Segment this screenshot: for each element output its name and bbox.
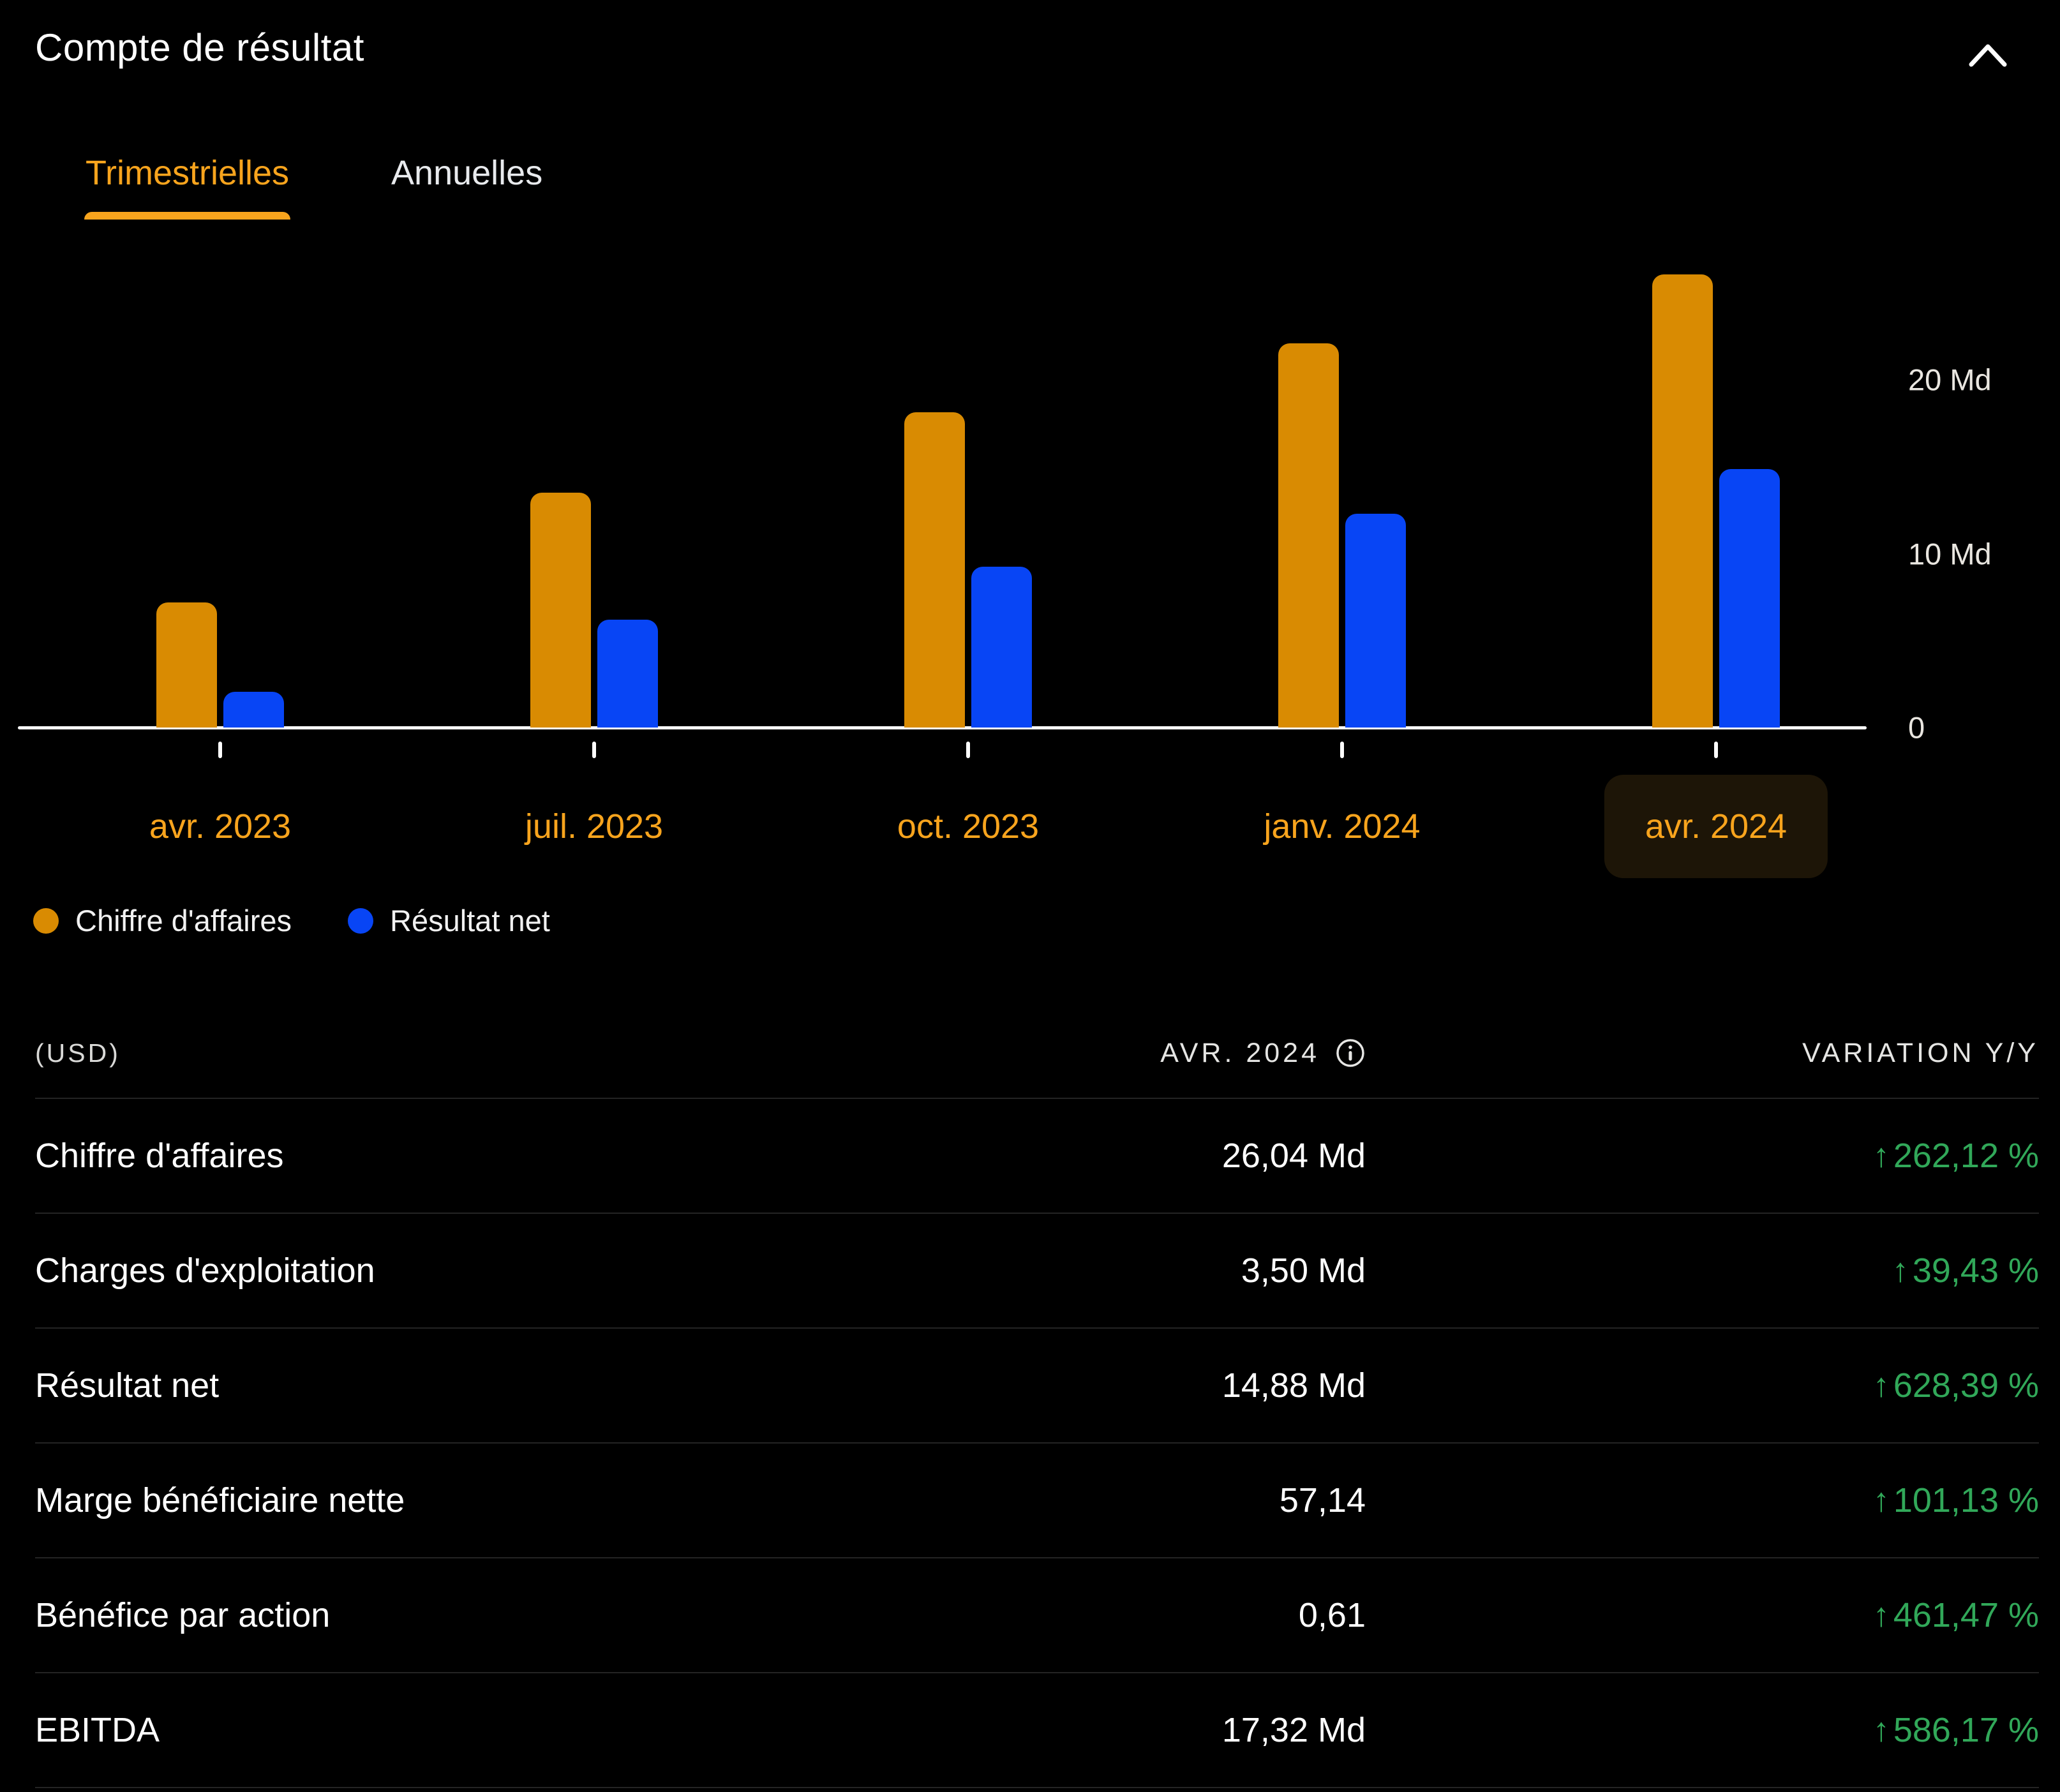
- legend-label-revenue: Chiffre d'affaires: [75, 904, 292, 937]
- row-variation: ↑ 262,12 %: [1366, 1136, 2039, 1176]
- row-value: 57,14: [1279, 1481, 1366, 1519]
- up-arrow-icon: ↑: [1892, 1252, 1909, 1289]
- x-axis-tick: [1714, 742, 1718, 758]
- period-header-label: AVR. 2024: [1160, 1037, 1320, 1068]
- y-axis-label: 10 Md: [1908, 537, 1992, 571]
- variation-value: 586,17 %: [1893, 1711, 2039, 1749]
- row-label: Marge bénéficiaire nette: [35, 1481, 405, 1519]
- x-axis-label-janv-2024[interactable]: janv. 2024: [1264, 807, 1421, 846]
- x-axis-tick: [966, 742, 970, 758]
- quarterly-bar-chart: avr. 2023 juil. 2023 oct. 2023 janv. 2024 av…: [0, 249, 2060, 996]
- variation-value: 628,39 %: [1893, 1366, 2039, 1405]
- revenue-bar-avr-2023[interactable]: [156, 602, 217, 728]
- row-value: 14,88 Md: [1221, 1366, 1366, 1405]
- info-icon[interactable]: [1335, 1038, 1366, 1068]
- up-arrow-icon: ↑: [1872, 1137, 1890, 1174]
- table-row: Bénéfice par action 0,61 ↑ 461,47 %: [35, 1558, 2039, 1673]
- active-tab-indicator: [84, 212, 291, 220]
- legend-item-revenue: Chiffre d'affaires: [33, 903, 292, 938]
- up-arrow-icon: ↑: [1872, 1367, 1890, 1404]
- chart-legend: Chiffre d'affaires Résultat net: [33, 903, 550, 938]
- net-income-bar-janv-2024[interactable]: [1345, 514, 1406, 728]
- legend-label-net-income: Résultat net: [390, 904, 550, 937]
- row-label: EBITDA: [35, 1711, 160, 1749]
- row-value: 3,50 Md: [1241, 1251, 1366, 1290]
- x-axis-line: [18, 726, 1867, 729]
- net-income-legend-dot: [348, 907, 374, 934]
- tab-annuelles[interactable]: Annuelles: [387, 153, 546, 220]
- table-row: Marge bénéficiaire nette 57,14 ↑ 101,13 …: [35, 1444, 2039, 1558]
- x-axis-tick: [1340, 742, 1344, 758]
- table-row: Résultat net 14,88 Md ↑ 628,39 %: [35, 1329, 2039, 1444]
- up-arrow-icon: ↑: [1872, 1712, 1890, 1749]
- table-row: EBITDA 17,32 Md ↑ 586,17 %: [35, 1673, 2039, 1788]
- row-label: Bénéfice par action: [35, 1596, 331, 1634]
- row-variation: ↑ 628,39 %: [1366, 1366, 2039, 1405]
- tab-trimestrielles[interactable]: Trimestrielles: [82, 153, 293, 220]
- row-variation: ↑ 461,47 %: [1366, 1595, 2039, 1635]
- revenue-bar-oct-2023[interactable]: [904, 412, 965, 728]
- net-income-bar-juil-2023[interactable]: [597, 620, 658, 728]
- up-arrow-icon: ↑: [1872, 1597, 1890, 1634]
- row-variation: ↑ 39,43 %: [1366, 1251, 2039, 1290]
- revenue-bar-juil-2023[interactable]: [530, 493, 591, 728]
- row-value: 17,32 Md: [1221, 1711, 1366, 1749]
- net-income-bar-avr-2024[interactable]: [1719, 469, 1780, 728]
- net-income-bar-avr-2023[interactable]: [223, 692, 284, 728]
- x-axis-label-oct-2023[interactable]: oct. 2023: [897, 807, 1040, 846]
- y-axis-label: 0: [1908, 710, 1925, 745]
- x-axis-label-avr-2024[interactable]: avr. 2024: [1604, 775, 1828, 878]
- variation-column-header: VARIATION Y/Y: [1802, 1037, 2039, 1068]
- row-value: 0,61: [1298, 1596, 1366, 1634]
- table-row: Charges d'exploitation 3,50 Md ↑ 39,43 %: [35, 1214, 2039, 1329]
- currency-note: (USD): [35, 1038, 121, 1068]
- card-title: Compte de résultat: [35, 26, 364, 69]
- row-label: Chiffre d'affaires: [35, 1137, 284, 1175]
- x-axis-tick: [592, 742, 596, 758]
- variation-value: 262,12 %: [1893, 1137, 2039, 1175]
- collapse-section-button[interactable]: [1959, 31, 2017, 82]
- tab-annuelles-label: Annuelles: [391, 154, 543, 192]
- variation-value: 39,43 %: [1912, 1251, 2039, 1290]
- tab-trimestrielles-label: Trimestrielles: [86, 154, 290, 192]
- up-arrow-icon: ↑: [1872, 1482, 1890, 1519]
- x-axis-tick: [218, 742, 222, 758]
- legend-item-net-income: Résultat net: [348, 903, 550, 938]
- table-row: Chiffre d'affaires 26,04 Md ↑ 262,12 %: [35, 1099, 2039, 1214]
- period-column-header: AVR. 2024: [983, 1038, 1366, 1069]
- y-axis-label: 20 Md: [1908, 362, 1992, 397]
- x-axis-label-avr-2023[interactable]: avr. 2023: [149, 807, 292, 846]
- period-tabs: Trimestrielles Annuelles: [82, 153, 546, 220]
- variation-value: 101,13 %: [1893, 1481, 2039, 1519]
- row-label: Résultat net: [35, 1366, 220, 1405]
- revenue-legend-dot: [33, 907, 59, 934]
- variation-value: 461,47 %: [1893, 1596, 2039, 1634]
- net-income-bar-oct-2023[interactable]: [971, 567, 1032, 728]
- revenue-bar-avr-2024[interactable]: [1652, 274, 1713, 728]
- x-axis-label-juil-2023[interactable]: juil. 2023: [525, 807, 664, 846]
- row-variation: ↑ 101,13 %: [1366, 1481, 2039, 1520]
- row-variation: ↑ 586,17 %: [1366, 1710, 2039, 1750]
- financials-table: (USD) AVR. 2024 VARIATION Y/Y Chiffre d'…: [35, 1008, 2039, 1788]
- row-label: Charges d'exploitation: [35, 1251, 375, 1290]
- table-header-row: (USD) AVR. 2024 VARIATION Y/Y: [35, 1008, 2039, 1099]
- row-value: 26,04 Md: [1221, 1137, 1366, 1175]
- revenue-bar-janv-2024[interactable]: [1278, 343, 1339, 728]
- chevron-up-icon: [1964, 36, 2012, 77]
